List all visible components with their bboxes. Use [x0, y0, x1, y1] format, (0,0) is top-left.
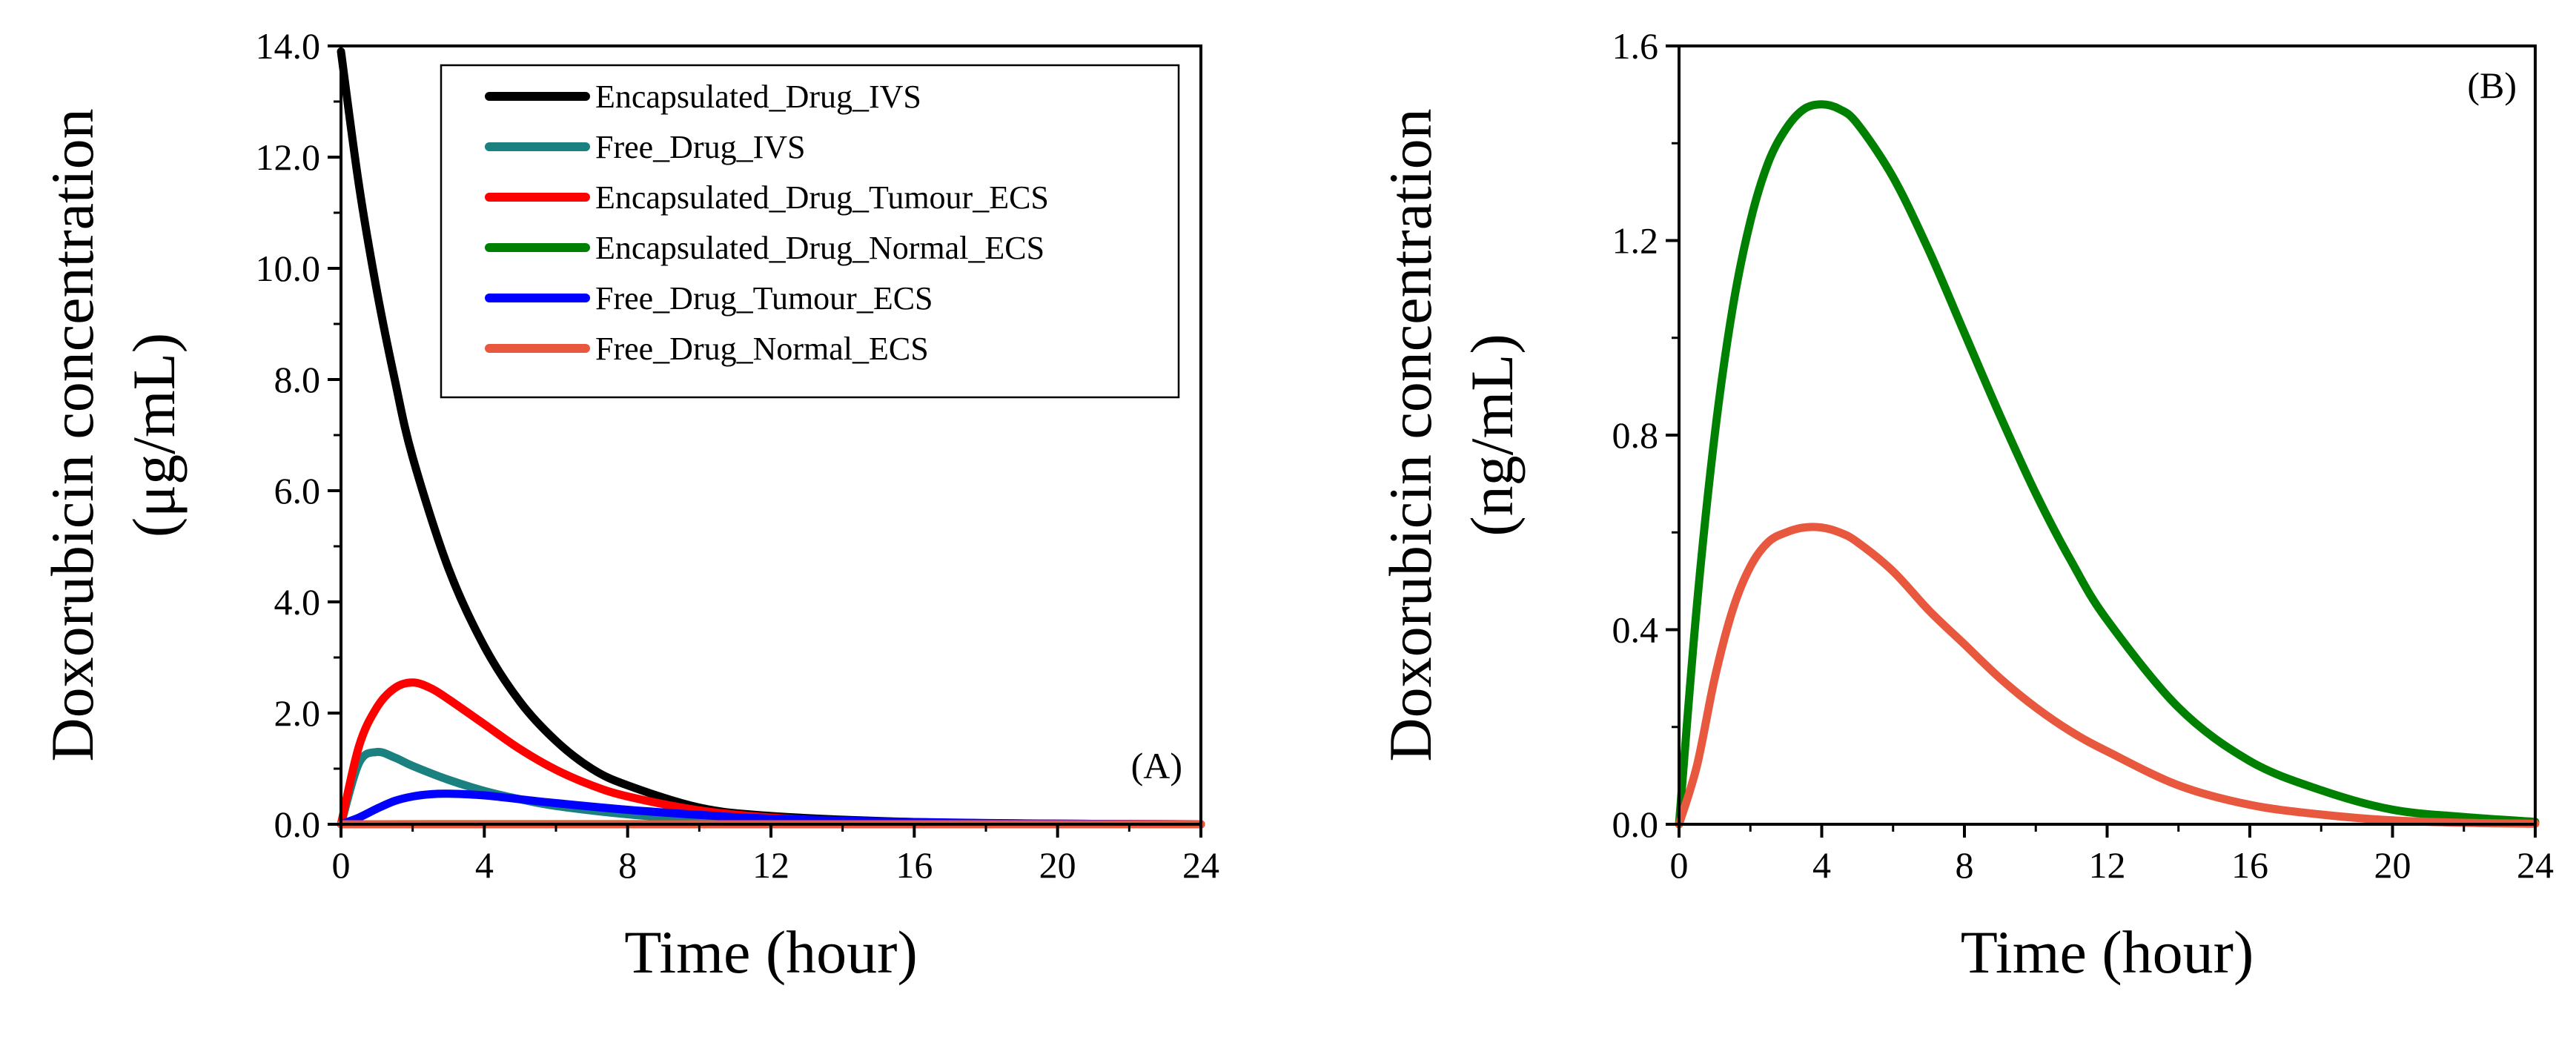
x-tick-label: 12 [752, 844, 789, 886]
y-tick-label: 2.0 [274, 692, 321, 734]
legend-entry-free-drug-normal-ecs: Free_Drug_Normal_ECS [595, 331, 929, 367]
panel-b-series-group [1675, 100, 2540, 829]
y-tick-label: 10.0 [256, 248, 321, 289]
panel-b-y-axis-title-line2: (ng/mL) [1458, 334, 1526, 536]
x-tick-label: 24 [1182, 844, 1219, 886]
y-tick-label: 6.0 [274, 470, 321, 511]
y-tick-label: 1.2 [1612, 220, 1659, 262]
legend-entry-encapsulated-drug-ivs: Encapsulated_Drug_IVS [595, 79, 921, 115]
y-tick-label: 8.0 [274, 359, 321, 400]
x-tick-label: 20 [1039, 844, 1076, 886]
legend-entry-free-drug-ivs: Free_Drug_IVS [595, 129, 806, 165]
y-tick-label: 12.0 [256, 136, 321, 178]
x-tick-label: 0 [1670, 844, 1689, 886]
series-line-free-drug-tumour-ecs [337, 789, 1205, 829]
panel-b-x-axis-title: Time (hour) [1961, 918, 2254, 986]
x-tick-label: 4 [475, 844, 494, 886]
x-tick-label: 12 [2089, 844, 2126, 886]
y-tick-label: 0.8 [1612, 414, 1659, 456]
x-tick-label: 8 [1956, 844, 1974, 886]
series-line-free-drug-normal-ecs [1675, 523, 2540, 829]
panel-b-plot-frame [1678, 44, 2537, 826]
panel-a-y-axis-title-line1: Doxorubicin concentration [39, 108, 106, 761]
x-tick-label: 0 [332, 844, 351, 886]
y-tick-label: 0.4 [1612, 609, 1659, 651]
x-tick-label: 16 [895, 844, 933, 886]
x-tick-label: 4 [1812, 844, 1831, 886]
x-tick-label: 16 [2231, 844, 2268, 886]
panel-a: 0 4 8 12 16 20 24 0.0 2.0 4.0 6.0 8.0 10.0 12.0 14.0 T… [39, 25, 1219, 986]
panel-a-x-axis-title: Time (hour) [624, 918, 918, 986]
panel-a-y-axis-title-line2: (μg/mL) [120, 333, 188, 537]
legend-entry-encapsulated-drug-normal-ecs: Encapsulated_Drug_Normal_ECS [595, 230, 1044, 266]
x-tick-label: 24 [2517, 844, 2554, 886]
y-tick-label: 1.6 [1612, 25, 1659, 67]
panel-b-y-axis-title-line1: Doxorubicin concentration [1377, 108, 1444, 761]
y-tick-label: 0.0 [1612, 804, 1659, 845]
x-tick-label: 8 [618, 844, 637, 886]
legend-entry-encapsulated-drug-tumour-ecs: Encapsulated_Drug_Tumour_ECS [595, 179, 1049, 216]
panel-a-ticks: 0 4 8 12 16 20 24 0.0 2.0 4.0 6.0 8.0 10.0 12.0 14.0 [256, 25, 1220, 886]
legend-entry-free-drug-tumour-ecs: Free_Drug_Tumour_ECS [595, 280, 933, 317]
y-tick-label: 0.0 [274, 804, 321, 845]
panel-b-ticks: 0 4 8 12 16 20 24 0.0 0.4 0.8 1.2 1.6 [1612, 25, 2555, 886]
y-tick-label: 4.0 [274, 581, 321, 623]
panel-b: 0 4 8 12 16 20 24 0.0 0.4 0.8 1.2 1.6 Time (hour) D… [1377, 25, 2554, 986]
y-tick-label: 14.0 [256, 25, 321, 67]
x-tick-label: 20 [2374, 844, 2411, 886]
series-line-encapsulated-drug-normal-ecs [1675, 100, 2540, 829]
legend: Encapsulated_Drug_IVS Free_Drug_IVS Encaps… [440, 64, 1180, 399]
legend-box [440, 64, 1180, 399]
series-line-encapsulated-drug-tumour-ecs [337, 678, 1205, 829]
panel-a-label: (A) [1131, 745, 1182, 786]
panel-b-label: (B) [2467, 64, 2517, 106]
